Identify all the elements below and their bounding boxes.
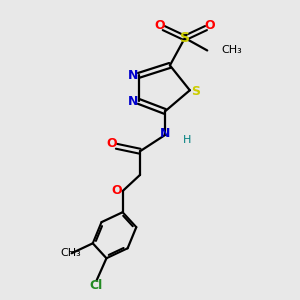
Text: O: O: [154, 19, 165, 32]
Text: S: S: [191, 85, 200, 98]
Text: H: H: [183, 135, 191, 145]
Text: N: N: [128, 95, 138, 108]
Text: O: O: [111, 184, 122, 197]
Text: N: N: [160, 127, 170, 140]
Text: S: S: [180, 31, 190, 45]
Text: CH₃: CH₃: [60, 248, 81, 258]
Text: CH₃: CH₃: [221, 46, 242, 56]
Text: Cl: Cl: [90, 279, 103, 292]
Text: N: N: [128, 69, 138, 82]
Text: O: O: [106, 137, 117, 150]
Text: O: O: [204, 19, 215, 32]
